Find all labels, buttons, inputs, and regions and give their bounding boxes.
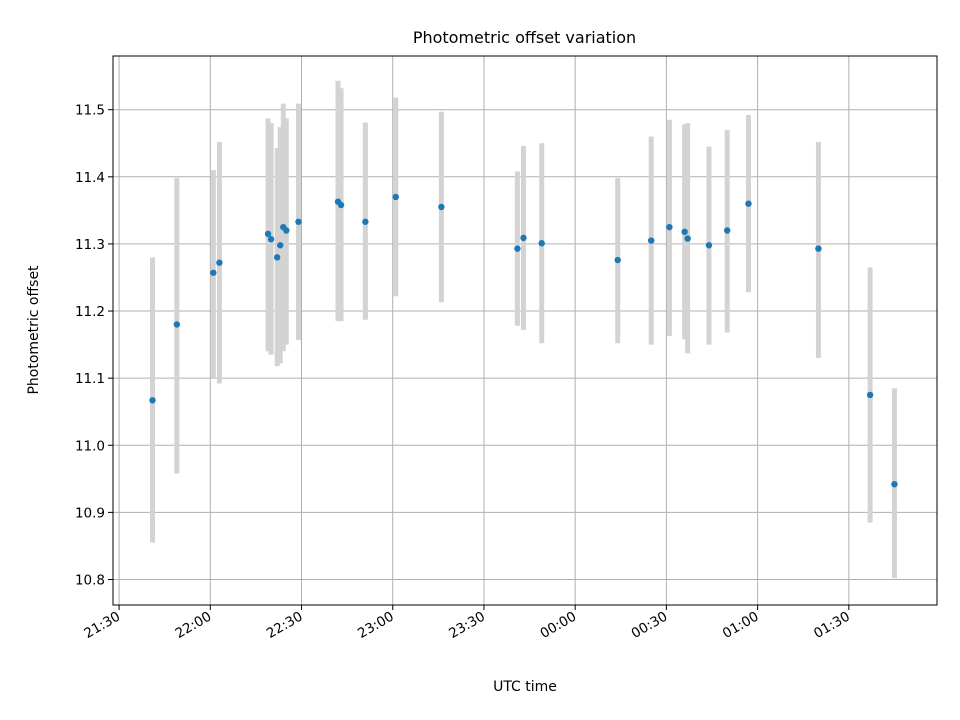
y-tick-label: 11.2 (75, 304, 105, 320)
data-point (438, 203, 445, 211)
y-tick-label: 10.8 (75, 572, 105, 588)
data-point (866, 391, 874, 399)
data-point (514, 245, 521, 252)
data-point (362, 218, 369, 225)
plot-area-frame (112, 55, 938, 606)
data-point (666, 223, 673, 231)
y-tick-label: 11.0 (75, 438, 105, 454)
data-point (723, 227, 731, 234)
data-point (647, 237, 655, 244)
data-point (891, 480, 898, 488)
y-axis-label: Photometric offset (26, 265, 42, 395)
data-point (283, 227, 290, 234)
data-point (392, 193, 399, 201)
data-point (705, 242, 713, 249)
data-point (520, 234, 527, 242)
data-point (264, 230, 272, 238)
data-point (210, 269, 217, 276)
data-point (295, 218, 302, 225)
y-tick-label: 11.1 (75, 371, 105, 387)
data-point (149, 397, 156, 404)
x-axis-label: UTC time (493, 679, 557, 695)
y-tick-label: 11.5 (75, 103, 105, 119)
data-point (216, 259, 223, 266)
data-point (538, 240, 545, 247)
y-axis-ticks: 10.8 10.9 11.0 11.1 11.2 11.3 11.4 11.5 (75, 103, 113, 588)
y-tick-label: 11.4 (75, 170, 105, 186)
data-point (745, 200, 752, 207)
data-point (681, 228, 688, 236)
data-point (273, 254, 281, 261)
data-point (173, 321, 181, 328)
data-point (815, 245, 822, 252)
data-points (149, 193, 898, 488)
data-point (337, 201, 345, 209)
data-point (267, 236, 275, 243)
chart-title: Photometric offset variation (413, 28, 636, 47)
data-point (684, 235, 691, 242)
data-point (277, 242, 284, 249)
data-point (614, 256, 621, 264)
y-tick-label: 10.9 (75, 505, 105, 521)
y-tick-label: 11.3 (75, 237, 105, 253)
